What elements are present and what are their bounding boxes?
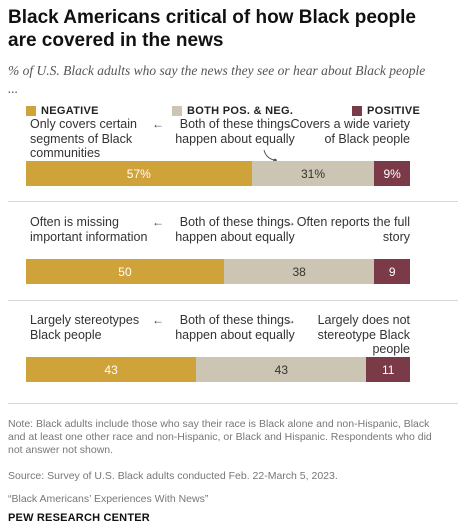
chart-title: Black Americans critical of how Black pe… xyxy=(8,7,416,51)
row3-left-label: Largely stereotypes Black people xyxy=(30,313,140,342)
row2-left-label: Often is missing important information xyxy=(30,215,148,244)
legend-both-swatch xyxy=(172,106,182,116)
legend-positive-label: POSITIVE xyxy=(367,105,421,117)
row2-right-label: Often reports the full story xyxy=(296,215,410,244)
legend-both-label: BOTH POS. & NEG. xyxy=(187,105,294,117)
bar-row-1: 57% 31% 9% xyxy=(26,161,410,186)
bar-segment-both: 31% xyxy=(251,161,375,186)
row2-mid-label: Both of these things happen about equall… xyxy=(175,215,295,244)
legend-positive-swatch xyxy=(352,106,362,116)
bar-segment-negative: 50 xyxy=(26,259,224,284)
row3-mid-label: Both of these things happen about equall… xyxy=(175,313,295,342)
bar-segment-negative: 43 xyxy=(26,357,197,382)
footnote: Note: Black adults include those who say… xyxy=(8,418,432,457)
legend-positive: POSITIVE xyxy=(352,104,420,118)
legend-negative: NEGATIVE xyxy=(26,104,99,118)
bar-segment-negative: 57% xyxy=(26,161,252,186)
legend-negative-label: NEGATIVE xyxy=(41,105,99,117)
bar-segment-positive: 11 xyxy=(366,357,410,382)
chart-subtitle: % of U.S. Black adults who say the news … xyxy=(8,63,426,96)
row2-right-arrow-icon: → xyxy=(284,215,296,229)
bar-segment-both: 43 xyxy=(196,357,367,382)
row-divider xyxy=(8,300,458,301)
row3-left-arrow-icon: ← xyxy=(152,313,164,327)
row1-left-label: Only covers certain segments of Black co… xyxy=(30,117,137,160)
row3-right-arrow-icon: → xyxy=(284,313,296,327)
source-line: Source: Survey of U.S. Black adults cond… xyxy=(8,470,338,482)
bar-segment-positive: 9% xyxy=(374,161,410,186)
bar-segment-positive: 9 xyxy=(374,259,410,284)
row1-left-arrow-icon: ← xyxy=(152,117,164,131)
footer-divider xyxy=(8,403,458,404)
row2-left-arrow-icon: ← xyxy=(152,215,164,229)
bar-segment-both: 38 xyxy=(223,259,375,284)
row-divider xyxy=(8,201,458,202)
row1-right-label: Covers a wide variety of Black people xyxy=(290,117,411,146)
bar-row-3: 43 43 11 xyxy=(26,357,410,382)
bar-row-2: 50 38 9 xyxy=(26,259,410,284)
row3-right-label: Largely does not stereotype Black people xyxy=(317,313,410,356)
report-title: “Black Americans’ Experiences With News” xyxy=(8,493,209,505)
row1-right-arrow-icon: → xyxy=(284,117,296,131)
legend-both: BOTH POS. & NEG. xyxy=(172,104,293,118)
legend-negative-swatch xyxy=(26,106,36,116)
brand-logo: PEW RESEARCH CENTER xyxy=(8,512,150,524)
row1-mid-label: Both of these things happen about equall… xyxy=(175,117,295,146)
